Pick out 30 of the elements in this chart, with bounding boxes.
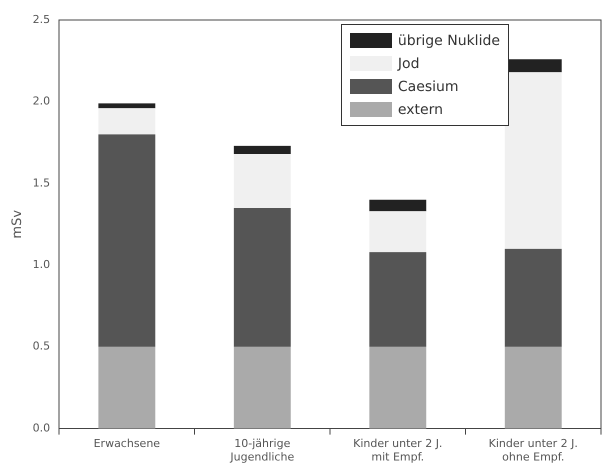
y-tick-label: 0.0 bbox=[32, 421, 50, 434]
bar bbox=[369, 252, 426, 347]
bar bbox=[504, 346, 562, 429]
bar bbox=[98, 346, 156, 429]
y-axis-title: mSv bbox=[10, 210, 26, 239]
bar bbox=[234, 346, 291, 429]
y-tick-label: 1.0 bbox=[32, 258, 50, 272]
x-tick-label: Kinder unter 2 J. mit Empf. bbox=[353, 437, 442, 464]
bar bbox=[369, 346, 426, 429]
bar bbox=[234, 208, 291, 347]
bar bbox=[98, 108, 156, 134]
y-tick-label: 2.5 bbox=[32, 12, 50, 26]
legend-label: extern bbox=[398, 102, 444, 118]
y-tick-label: 2.0 bbox=[32, 94, 50, 108]
y-tick-label: 1.5 bbox=[32, 176, 50, 190]
legend-label: Jod bbox=[398, 56, 420, 72]
bar bbox=[369, 211, 426, 252]
bar bbox=[234, 146, 291, 154]
bar bbox=[504, 248, 562, 347]
x-tick-label: 10-jährige Jugendliche bbox=[229, 437, 294, 464]
bar bbox=[234, 154, 291, 208]
x-tick-label: Erwachsene bbox=[94, 437, 160, 450]
legend-label: Caesium bbox=[398, 78, 459, 94]
bar bbox=[98, 134, 156, 347]
bar bbox=[98, 103, 156, 108]
legend-label: übrige Nuklide bbox=[398, 32, 500, 48]
bar bbox=[369, 200, 426, 212]
bar bbox=[504, 72, 562, 249]
x-tick-label: Kinder unter 2 J. ohne Empf. bbox=[488, 437, 578, 464]
y-tick-label: 0.5 bbox=[32, 340, 50, 353]
